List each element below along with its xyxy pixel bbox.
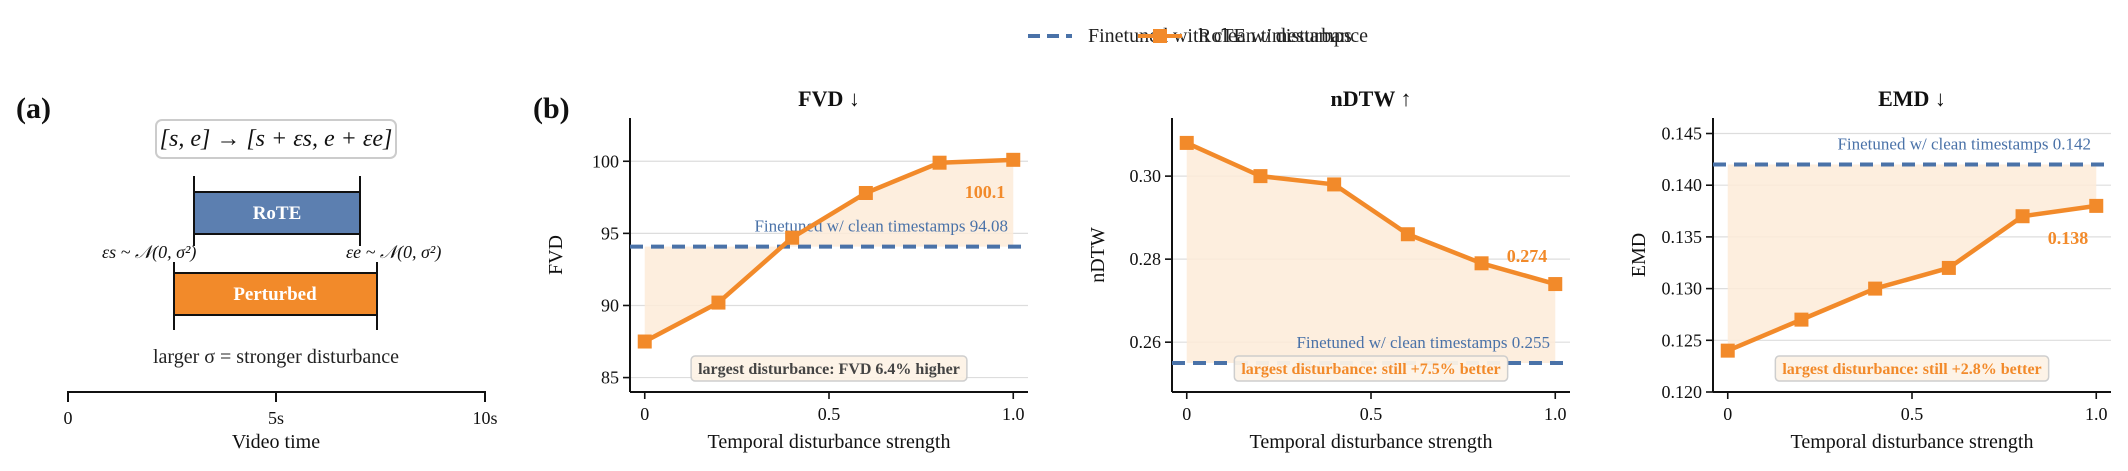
formula-box xyxy=(155,119,397,159)
x-tick-label-0: 0 xyxy=(1723,404,1732,424)
annotation-note: largest disturbance: still +7.5% better xyxy=(1241,361,1500,378)
perturbed-bar-label: Perturbed xyxy=(233,284,317,305)
baseline-label: Finetuned w/ clean timestamps 0.255 xyxy=(1296,333,1550,352)
rote-point-5 xyxy=(2089,198,2104,213)
rote-point-2 xyxy=(785,230,800,245)
rote-point-4 xyxy=(2015,209,2030,224)
chart-2: 0.26 0.28 0.30 0 0.5 1.0 nDTW ↑ Temporal distur… xyxy=(1087,86,1570,453)
annotation-box xyxy=(690,355,968,382)
x-tick-label-2: 1.0 xyxy=(2085,404,2108,424)
rote-point-2 xyxy=(1868,281,1883,296)
rote-line xyxy=(643,157,1014,344)
chart-title: EMD ↓ xyxy=(1878,86,1946,111)
rote-point-3 xyxy=(1941,260,1956,275)
end-value-label: 100.1 xyxy=(965,182,1006,202)
y-tick-label-2: 95 xyxy=(601,223,619,243)
rote-point-4 xyxy=(1474,256,1489,271)
legend-rote-label: RoTE w/ disturbance xyxy=(1198,25,1368,47)
rote-bar-label: RoTE xyxy=(253,203,302,224)
perturbed-bar xyxy=(173,272,378,316)
y-tick-label-1: 0.125 xyxy=(1662,330,1703,350)
rote-point-4 xyxy=(932,155,947,170)
chart-title: nDTW ↑ xyxy=(1331,86,1412,111)
rote-point-0 xyxy=(1179,135,1194,150)
annotation-box xyxy=(1233,355,1509,382)
rote-point-1 xyxy=(711,295,726,310)
y-axis-label: EMD xyxy=(1628,233,1650,277)
difference-shade xyxy=(644,159,1014,342)
rote-point-5 xyxy=(1006,152,1021,167)
x-tick-label-1: 0.5 xyxy=(1901,404,1924,424)
panel-a-tag: (a) xyxy=(16,92,51,125)
end-value-label: 0.274 xyxy=(1507,246,1548,266)
y-tick-label-0: 85 xyxy=(601,368,619,388)
right-noise-label: εe ~ 𝒩(0, σ²) xyxy=(346,242,441,263)
y-tick-label-2: 0.30 xyxy=(1130,166,1162,186)
rote-line xyxy=(1726,203,2097,353)
y-tick-label-3: 0.135 xyxy=(1662,227,1703,247)
rote-point-1 xyxy=(1794,312,1809,327)
chart-1: 85 90 95 100 0 0.5 1.0 FVD ↓ Temporal disturbanc… xyxy=(545,86,1028,453)
charts: 85 90 95 100 0 0.5 1.0 FVD ↓ Temporal disturbanc… xyxy=(545,86,2111,453)
left-noise-label: εs ~ 𝒩(0, σ²) xyxy=(102,242,196,263)
y-axis-label: nDTW xyxy=(1087,227,1109,283)
end-value-label: 0.138 xyxy=(2048,228,2089,248)
rote-bar xyxy=(193,191,361,235)
chart-title: FVD ↓ xyxy=(798,86,860,111)
y-tick-label-1: 90 xyxy=(601,295,619,315)
x-axis-label: Temporal disturbance strength xyxy=(708,431,951,453)
difference-shade xyxy=(1186,142,1556,363)
formula-text: [s, e] → [s + εs, e + εe] xyxy=(160,126,393,152)
y-tick-label-0: 0.120 xyxy=(1662,382,1703,402)
y-tick-label-2: 0.130 xyxy=(1662,279,1703,299)
x-tick-label-1: 0.5 xyxy=(818,404,841,424)
rote-point-1 xyxy=(1253,169,1268,184)
rote-point-2 xyxy=(1327,177,1342,192)
x-tick-label-2: 1.0 xyxy=(1544,404,1567,424)
video-time-tick-label-10s: 10s xyxy=(472,408,497,428)
disturbance-caption: larger σ = stronger disturbance xyxy=(153,346,399,368)
panel-b-tag: (b) xyxy=(533,92,570,125)
panel-a: (a) [s, e] → [s + εs, e + εe] RoTE εs ~ … xyxy=(16,92,498,453)
y-tick-label-5: 0.145 xyxy=(1662,124,1703,144)
x-tick-label-2: 1.0 xyxy=(1002,404,1025,424)
y-tick-label-3: 100 xyxy=(592,151,619,171)
x-axis-label: Temporal disturbance strength xyxy=(1791,431,2034,453)
rote-point-0 xyxy=(637,334,652,349)
x-tick-label-0: 0 xyxy=(1182,404,1191,424)
chart-3: 0.120 0.125 0.130 0.135 0.140 0.145 0 0.5 1.0 EMD… xyxy=(1628,86,2111,453)
y-tick-label-0: 0.26 xyxy=(1130,332,1162,352)
rote-point-3 xyxy=(858,185,873,200)
legend: Finetuned with clean timestamps RoTE w/ … xyxy=(1028,25,1368,47)
annotation-box xyxy=(1774,355,2050,382)
video-time-tick-label-5s: 5s xyxy=(268,408,284,428)
rote-point-0 xyxy=(1720,343,1735,358)
rote-point-5 xyxy=(1548,277,1563,292)
annotation-note: largest disturbance: still +2.8% better xyxy=(1782,361,2041,378)
x-tick-label-0: 0 xyxy=(640,404,649,424)
legend-rote-marker xyxy=(1153,29,1167,43)
video-time-tick-label-0: 0 xyxy=(64,408,73,428)
x-axis-label: Temporal disturbance strength xyxy=(1250,431,1493,453)
baseline-label: Finetuned w/ clean timestamps 0.142 xyxy=(1837,135,2091,154)
rote-point-3 xyxy=(1400,227,1415,242)
difference-shade xyxy=(1727,164,2097,351)
y-axis-label: FVD xyxy=(545,235,567,275)
rote-line xyxy=(1185,140,1556,287)
video-time-axis-label: Video time xyxy=(232,431,320,453)
x-tick-label-1: 0.5 xyxy=(1360,404,1383,424)
y-tick-label-4: 0.140 xyxy=(1662,175,1703,195)
annotation-note: largest disturbance: FVD 6.4% higher xyxy=(698,361,960,378)
y-tick-label-1: 0.28 xyxy=(1130,249,1162,269)
